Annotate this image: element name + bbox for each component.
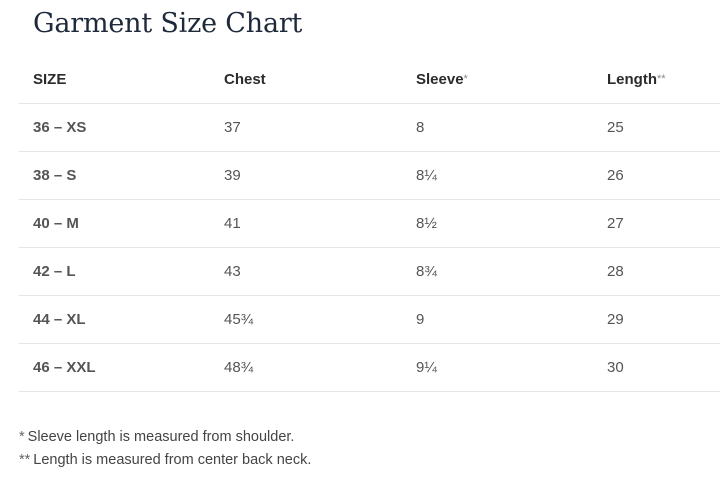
length-cell: 29 bbox=[607, 311, 624, 328]
header-length-footnote-mark: ** bbox=[657, 73, 666, 85]
table-row: 44 – XL 45¾ 9 29 bbox=[19, 296, 720, 344]
size-chart-table: SIZE Chest Sleeve* Length** 36 – XS 37 8… bbox=[19, 56, 720, 392]
header-sleeve: Sleeve* bbox=[416, 56, 468, 103]
length-cell: 25 bbox=[607, 119, 624, 136]
header-sleeve-label: Sleeve bbox=[416, 71, 464, 88]
table-row: 42 – L 43 8¾ 28 bbox=[19, 248, 720, 296]
table-row: 36 – XS 37 8 25 bbox=[19, 104, 720, 152]
size-cell: 46 – XXL bbox=[33, 359, 96, 376]
length-cell: 28 bbox=[607, 263, 624, 280]
sleeve-cell: 8¼ bbox=[416, 167, 437, 184]
sleeve-cell: 8½ bbox=[416, 215, 437, 232]
size-cell: 38 – S bbox=[33, 167, 77, 184]
size-cell: 40 – M bbox=[33, 215, 79, 232]
page-title: Garment Size Chart bbox=[33, 8, 303, 39]
footnote-length: ** Length is measured from center back ne… bbox=[19, 449, 311, 472]
sleeve-cell: 8¾ bbox=[416, 263, 437, 280]
footnote-sleeve: * Sleeve length is measured from shoulder… bbox=[19, 426, 311, 449]
chest-cell: 43 bbox=[224, 263, 241, 280]
chest-cell: 39 bbox=[224, 167, 241, 184]
length-cell: 27 bbox=[607, 215, 624, 232]
header-size-label: SIZE bbox=[33, 71, 67, 88]
table-row: 40 – M 41 8½ 27 bbox=[19, 200, 720, 248]
footnotes: * Sleeve length is measured from shoulder… bbox=[19, 426, 311, 472]
header-chest-label: Chest bbox=[224, 71, 266, 88]
chest-cell: 37 bbox=[224, 119, 241, 136]
footnote-text: Sleeve length is measured from shoulder. bbox=[27, 429, 295, 445]
footnote-mark: * bbox=[19, 429, 25, 445]
sleeve-cell: 8 bbox=[416, 119, 425, 136]
header-length-label: Length bbox=[607, 71, 657, 88]
table-row: 38 – S 39 8¼ 26 bbox=[19, 152, 720, 200]
length-cell: 26 bbox=[607, 167, 624, 184]
table-header-row: SIZE Chest Sleeve* Length** bbox=[19, 56, 720, 104]
table-row: 46 – XXL 48¾ 9¼ 30 bbox=[19, 344, 720, 392]
chest-cell: 45¾ bbox=[224, 311, 254, 328]
header-chest: Chest bbox=[224, 56, 266, 103]
footnote-mark: ** bbox=[19, 452, 31, 468]
chest-cell: 48¾ bbox=[224, 359, 254, 376]
footnote-text: Length is measured from center back neck… bbox=[33, 452, 312, 468]
header-length: Length** bbox=[607, 56, 666, 103]
header-sleeve-footnote-mark: * bbox=[463, 73, 468, 85]
chest-cell: 41 bbox=[224, 215, 241, 232]
size-cell: 36 – XS bbox=[33, 119, 87, 136]
sleeve-cell: 9¼ bbox=[416, 359, 437, 376]
size-cell: 44 – XL bbox=[33, 311, 86, 328]
length-cell: 30 bbox=[607, 359, 624, 376]
size-cell: 42 – L bbox=[33, 263, 76, 280]
sleeve-cell: 9 bbox=[416, 311, 425, 328]
header-size: SIZE bbox=[33, 56, 66, 103]
